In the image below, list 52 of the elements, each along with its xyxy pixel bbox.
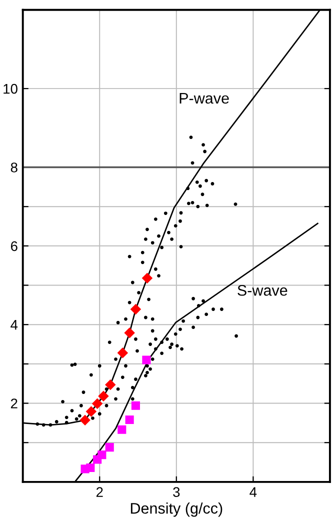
point bbox=[170, 342, 174, 346]
point bbox=[168, 346, 172, 350]
point bbox=[117, 348, 128, 358]
point bbox=[98, 390, 109, 402]
point bbox=[220, 308, 224, 311]
y-tick-label: 4 bbox=[10, 320, 18, 330]
y-tick-label: 10 bbox=[4, 84, 18, 94]
point bbox=[154, 347, 158, 351]
point bbox=[130, 304, 142, 315]
y-tick-label: 8 bbox=[10, 162, 18, 172]
point bbox=[196, 316, 200, 320]
point bbox=[192, 296, 195, 300]
point bbox=[178, 328, 182, 332]
point bbox=[234, 334, 238, 338]
point bbox=[192, 326, 195, 330]
point bbox=[105, 443, 114, 452]
point bbox=[131, 401, 140, 410]
point bbox=[180, 347, 184, 351]
x-tick-label: 4 bbox=[250, 487, 257, 497]
annotation: P-wave bbox=[180, 93, 229, 104]
point bbox=[104, 379, 116, 390]
point bbox=[196, 304, 200, 308]
point bbox=[204, 312, 208, 316]
y-tick-label: 6 bbox=[10, 241, 18, 252]
x-tick-label: 3 bbox=[173, 487, 180, 497]
point bbox=[118, 425, 126, 434]
point bbox=[146, 364, 149, 368]
point bbox=[80, 414, 90, 426]
point bbox=[125, 415, 134, 424]
point bbox=[174, 332, 178, 336]
point bbox=[98, 450, 106, 460]
point bbox=[165, 337, 169, 341]
point bbox=[142, 356, 151, 364]
point bbox=[182, 319, 186, 323]
y-tick-label: 2 bbox=[10, 398, 18, 408]
annotation: S-wave bbox=[238, 284, 288, 296]
point bbox=[92, 398, 103, 410]
point bbox=[160, 352, 164, 355]
point bbox=[202, 299, 205, 303]
point bbox=[160, 340, 164, 344]
point bbox=[148, 342, 152, 346]
point bbox=[175, 344, 179, 348]
point bbox=[146, 370, 149, 374]
point bbox=[124, 327, 135, 338]
point bbox=[154, 337, 158, 341]
point bbox=[86, 406, 97, 417]
x-tick-label: 2 bbox=[96, 487, 103, 497]
point bbox=[212, 308, 215, 311]
point bbox=[150, 358, 154, 361]
point bbox=[86, 463, 95, 472]
point bbox=[142, 272, 153, 284]
x-axis-title: Density (g/cc) bbox=[130, 502, 222, 517]
